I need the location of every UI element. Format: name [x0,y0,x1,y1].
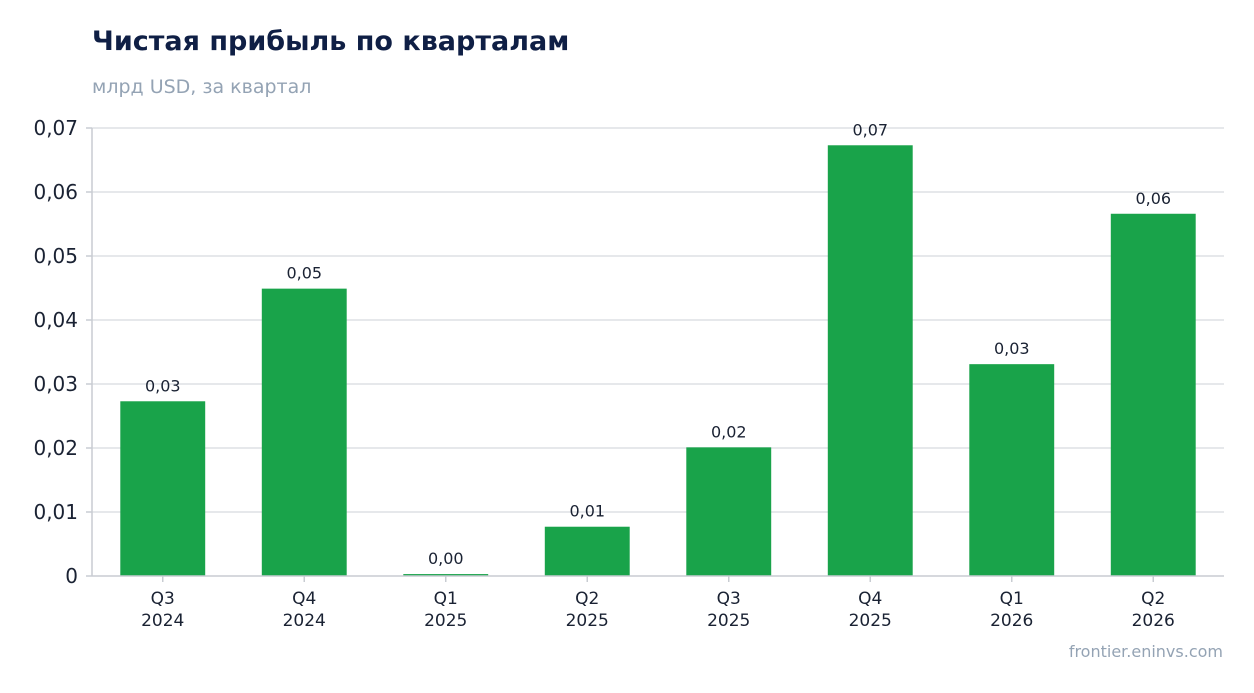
y-tick-label: 0,07 [33,116,78,140]
x-tick-label: 2025 [707,611,750,631]
x-tick-label: 2024 [283,611,326,631]
x-tick-label: Q2 [575,589,599,609]
bars [120,145,1196,576]
y-tick-label: 0,01 [33,500,78,524]
x-tick-label: Q2 [1141,589,1165,609]
data-label: 0,05 [286,264,322,283]
y-tick-label: 0,02 [33,436,78,460]
data-label: 0,03 [994,339,1030,358]
x-tick-label: Q1 [434,589,458,609]
bar [544,526,630,576]
chart-subtitle: млрд USD, за квартал [92,76,312,98]
x-tick-label: 2026 [990,611,1033,631]
x-tick-label: Q3 [151,589,175,609]
axes: 00,010,020,030,040,050,060,07Q32024Q4202… [33,116,1224,631]
data-label: 0,00 [428,549,464,568]
x-tick-label: 2025 [424,611,467,631]
bar [969,364,1055,576]
data-label: 0,01 [569,502,605,521]
data-label: 0,02 [711,422,747,441]
x-tick-label: 2025 [849,611,892,631]
x-tick-label: Q4 [858,589,882,609]
data-label: 0,06 [1135,189,1171,208]
x-tick-label: Q3 [717,589,741,609]
bar [120,401,206,576]
y-tick-label: 0 [65,564,78,588]
x-tick-label: Q4 [292,589,316,609]
data-label: 0,07 [852,120,888,139]
y-tick-label: 0,06 [33,180,78,204]
chart-title: Чистая прибыль по кварталам [92,26,570,57]
y-tick-label: 0,05 [33,244,78,268]
x-tick-label: 2025 [566,611,609,631]
y-tick-label: 0,03 [33,372,78,396]
source-credit: frontier.eninvs.com [1068,642,1223,661]
data-label: 0,03 [145,376,181,395]
bar [686,447,772,576]
x-tick-label: 2024 [141,611,184,631]
bar [827,145,913,576]
bar [261,288,347,576]
y-tick-label: 0,04 [33,308,78,332]
bar [403,574,489,576]
x-tick-label: Q1 [1000,589,1024,609]
bar [1110,213,1196,576]
x-tick-label: 2026 [1132,611,1175,631]
data-labels: 0,03 0,05 0,00 0,01 0,02 0,07 0,03 0,06 [145,120,1171,568]
